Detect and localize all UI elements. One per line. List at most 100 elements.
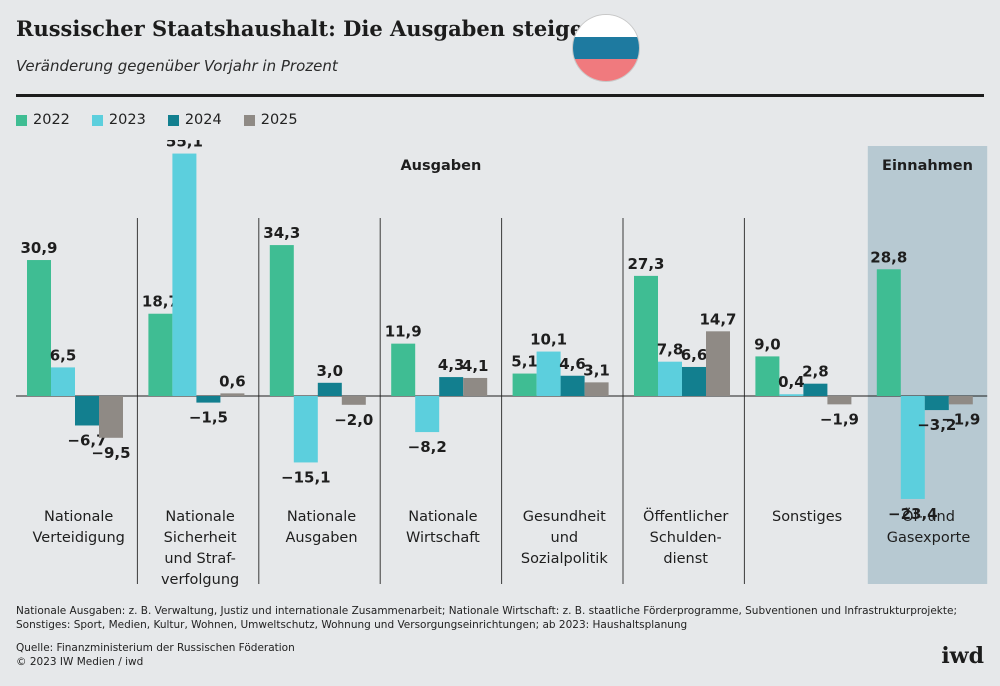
bar-2024 [439, 377, 464, 396]
bar-2022 [269, 245, 294, 396]
data-label: −1,9 [820, 410, 859, 428]
group-heading: Ausgaben [400, 158, 481, 174]
legend-label-2025: 2025 [260, 112, 298, 128]
category-label: Nationale Wirtschaft [406, 509, 480, 546]
bar-2023 [51, 367, 75, 396]
data-label: 0,4 [778, 373, 805, 391]
flag-stripe-blue [573, 37, 639, 59]
data-label: 2,8 [802, 363, 829, 381]
bar-2025 [706, 331, 730, 396]
data-label: 27,3 [627, 255, 664, 273]
legend-label-2024: 2024 [184, 112, 222, 128]
data-label: −6,7 [67, 431, 106, 449]
bar-2023 [172, 153, 197, 396]
legend-swatch-2023 [91, 114, 103, 126]
bar-2025 [220, 393, 245, 396]
category-label: Sonstiges [772, 509, 842, 525]
data-label: −1,9 [941, 410, 980, 428]
legend-swatch-2022 [16, 114, 27, 126]
bar-2023 [293, 396, 318, 463]
bar-2022 [148, 313, 173, 396]
category-label: Nationale Verteidigung [33, 509, 125, 546]
data-label: −9,5 [91, 444, 130, 462]
bar-2023 [658, 361, 682, 396]
data-label: 5,1 [511, 353, 538, 371]
footnote-line: Sonstiges: Sport, Medien, Kultur, Wohnen… [16, 619, 688, 631]
category-label: Nationale Sicherheit und Straf-verfolgung [161, 509, 239, 588]
legend-item-2022: 2022 [16, 112, 70, 128]
legend-label-2023: 2023 [108, 112, 146, 128]
copyright-line: © 2023 IW Medien / iwd [16, 656, 144, 668]
legend-item-2024: 2024 [167, 112, 222, 128]
chart-title: Russischer Staatshaushalt: Die Ausgaben … [16, 16, 599, 41]
data-label: 10,1 [530, 331, 567, 349]
data-label: 0,6 [219, 372, 246, 390]
category-label: Öffentlicher Schulden-dienst [643, 507, 728, 567]
data-label: −23,4 [888, 505, 938, 523]
bar-2022 [27, 260, 51, 396]
bar-2023 [779, 394, 804, 396]
data-label: 6,5 [50, 346, 77, 364]
data-label: −2,0 [334, 411, 373, 429]
title-rule [16, 94, 984, 97]
data-label: 9,0 [754, 335, 781, 353]
category-label: Nationale Ausgaben [285, 509, 357, 546]
data-label: 3,0 [317, 362, 344, 380]
bar-2024 [924, 396, 949, 411]
legend-item-2023: 2023 [91, 112, 146, 128]
bar-2024 [75, 396, 99, 426]
bar-2022 [755, 356, 780, 396]
bar-2025 [463, 377, 488, 396]
flag-stripe-white [573, 15, 639, 37]
data-label: 4,1 [462, 357, 489, 375]
bar-2024 [803, 383, 828, 396]
bar-2023 [900, 396, 925, 499]
source-note: Quelle: Finanzministerium der Russischen… [16, 641, 295, 669]
footnotes: Nationale Ausgaben: z. B. Verwaltung, Ju… [16, 604, 976, 632]
bar-2024 [317, 382, 342, 396]
bar-2024 [682, 366, 706, 396]
data-label: 7,8 [657, 341, 684, 359]
legend-label-2022: 2022 [33, 112, 70, 128]
legend-swatch-2024 [167, 114, 179, 126]
bar-2025 [948, 396, 973, 405]
bar-2022 [634, 275, 658, 396]
bar-2025 [827, 396, 852, 405]
chart-legend: 2022 2023 2024 2025 [16, 112, 298, 128]
bar-2022 [512, 373, 537, 396]
bar-2022 [876, 269, 901, 396]
group-heading: Einnahmen [882, 158, 973, 174]
data-label: −1,5 [189, 409, 228, 427]
footnote-line: Nationale Ausgaben: z. B. Verwaltung, Ju… [16, 605, 957, 617]
bar-2025 [99, 396, 123, 438]
source-line: Quelle: Finanzministerium der Russischen… [16, 642, 295, 654]
data-label: 14,7 [699, 310, 736, 328]
category-label: Gesundheit und Sozialpolitik [521, 509, 608, 567]
data-label: 18,7 [142, 293, 179, 311]
bar-chart: Ausgaben Einnahmen 30,9 6,5 −6,7−9,5 National… [16, 140, 988, 588]
data-label: 4,3 [438, 356, 465, 374]
bar-2024 [196, 396, 221, 403]
iwd-logo: iwd [941, 643, 984, 669]
bar-2023 [415, 396, 440, 433]
data-label: −15,1 [281, 468, 331, 486]
data-label: 30,9 [20, 239, 57, 257]
data-label: 28,8 [870, 248, 907, 266]
bar-2022 [391, 343, 416, 396]
bar-2023 [536, 351, 561, 396]
data-label: −8,2 [408, 438, 447, 456]
legend-item-2025: 2025 [243, 112, 298, 128]
data-label: 6,6 [681, 346, 708, 364]
data-label: 55,1 [166, 140, 203, 151]
data-label: −3,2 [917, 416, 956, 434]
data-label: 11,9 [385, 323, 422, 341]
category-label: Öl- und Gasexporte [887, 507, 971, 546]
data-label: 4,6 [559, 355, 586, 373]
bar-2025 [341, 396, 366, 405]
bar-2025 [584, 382, 609, 396]
legend-swatch-2025 [243, 114, 255, 126]
data-label: 34,3 [263, 224, 300, 242]
russia-flag-icon [573, 15, 639, 81]
data-label: 3,1 [583, 361, 610, 379]
flag-stripe-red [573, 59, 639, 81]
